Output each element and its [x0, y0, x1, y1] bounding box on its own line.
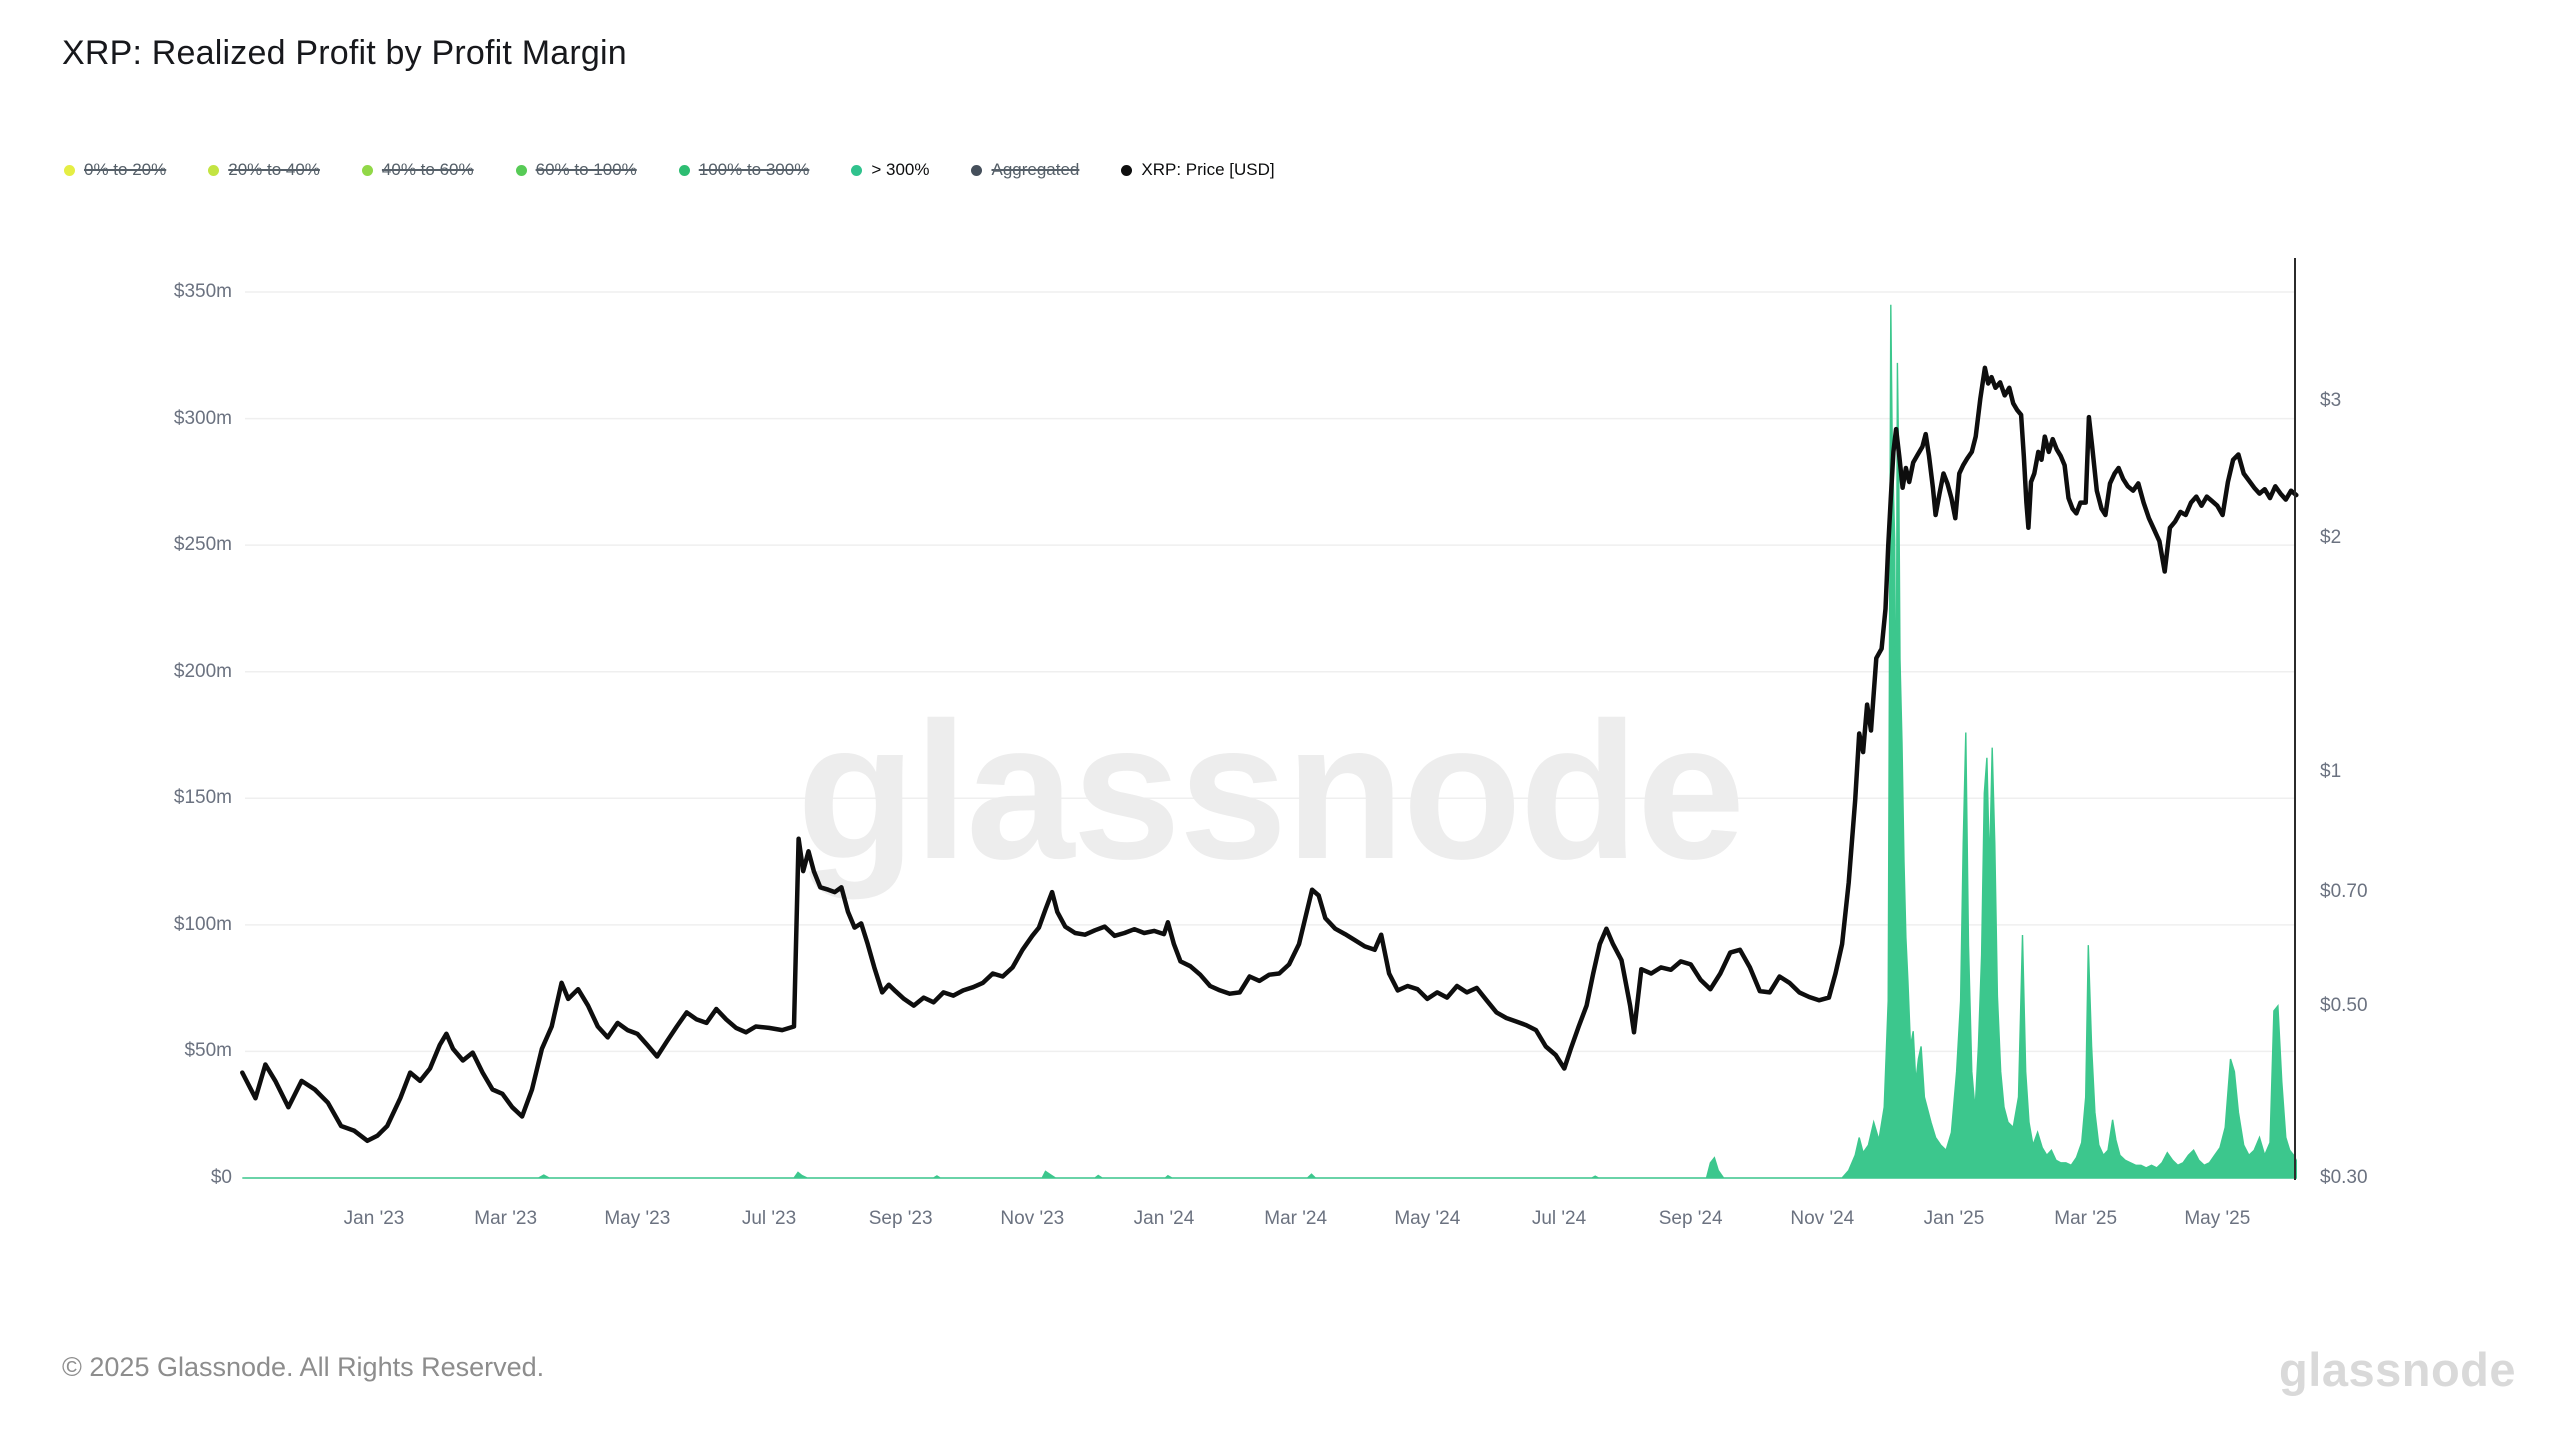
x-axis-tick-label: Jul '24 — [1531, 1208, 1587, 1229]
y-axis-left-tick-label: $300m — [173, 407, 232, 429]
y-axis-right-tick-label: $2 — [2320, 526, 2342, 548]
x-axis-tick-label: Sep '24 — [1658, 1208, 1723, 1229]
legend-item-40-to-60[interactable]: 40% to 60% — [361, 160, 474, 180]
legend-label: 20% to 40% — [228, 160, 320, 179]
legend-swatch-icon — [851, 164, 863, 176]
y-axis-left-tick-label: $150m — [173, 787, 232, 809]
legend-item-300[interactable]: > 300% — [851, 160, 929, 180]
legend-swatch-icon — [208, 164, 220, 176]
y-axis-left-tick-label: $50m — [184, 1040, 232, 1062]
x-axis-tick-label: Sep '23 — [868, 1208, 933, 1229]
legend-label: 60% to 100% — [535, 160, 637, 179]
legend-item-20-to-40[interactable]: 20% to 40% — [208, 160, 320, 180]
x-axis-tick-label: Mar '24 — [1264, 1208, 1328, 1229]
x-axis-tick-label: Jan '23 — [343, 1208, 405, 1229]
x-axis-tick-label: Nov '23 — [1000, 1208, 1065, 1229]
legend-item-60-to-100[interactable]: 60% to 100% — [515, 160, 637, 180]
y-axis-right-tick-label: $0.50 — [2320, 994, 2368, 1016]
y-axis-left-tick-label: $0 — [210, 1167, 232, 1188]
footer-copyright: © 2025 Glassnode. All Rights Reserved. — [62, 1352, 545, 1382]
y-axis-right-tick-label: $3 — [2320, 390, 2342, 411]
legend-swatch-icon — [64, 164, 75, 176]
y-axis-left-tick-label: $250m — [173, 534, 232, 556]
legend-swatch-icon — [515, 164, 527, 176]
legend-item-xrp-price-usd[interactable]: XRP: Price [USD] — [1121, 160, 1275, 180]
legend-swatch-icon — [1121, 164, 1133, 176]
profit-area-series — [242, 304, 2297, 1179]
page-title: XRP: Realized Profit by Profit Margin — [62, 34, 627, 72]
legend-item-100-to-300[interactable]: 100% to 300% — [678, 160, 810, 180]
y-axis-right-tick-label: $0.30 — [2320, 1167, 2368, 1188]
y-axis-right-tick-label: $0.70 — [2320, 881, 2368, 903]
x-axis-tick-label: Jan '24 — [1133, 1208, 1195, 1229]
y-axis-left-tick-label: $350m — [173, 281, 232, 302]
price-line-series — [240, 365, 2299, 1144]
legend-label: 0% to 20% — [84, 160, 167, 179]
legend-label: Aggregated — [991, 160, 1080, 179]
x-axis-tick-label: Mar '23 — [474, 1208, 538, 1229]
legend-label: 100% to 300% — [698, 160, 810, 179]
legend-swatch-icon — [971, 164, 983, 176]
watermark-text: glassnode — [797, 682, 1743, 900]
x-axis-tick-label: May '23 — [604, 1208, 671, 1229]
legend-swatch-icon — [361, 164, 373, 176]
x-axis-tick-label: May '25 — [2184, 1208, 2251, 1229]
x-axis-tick-label: May '24 — [1394, 1208, 1461, 1229]
legend-item-aggregated[interactable]: Aggregated — [971, 160, 1079, 180]
legend-item-0-to-20[interactable]: 0% to 20% — [64, 160, 166, 180]
y-axis-left-tick-label: $200m — [173, 660, 232, 682]
legend-swatch-icon — [678, 164, 690, 176]
x-axis-tick-label: Nov '24 — [1790, 1208, 1855, 1229]
legend-label: 40% to 60% — [381, 160, 474, 179]
y-axis-right-tick-label: $1 — [2320, 760, 2342, 782]
chart-legend: 0% to 20% 20% to 40% 40% to 60% 60% to 100%… — [64, 160, 1275, 180]
x-axis-tick-label: Jul '23 — [741, 1208, 797, 1229]
glassnode-logo: glassnode — [2279, 1343, 2516, 1396]
x-axis-tick-label: Jan '25 — [1923, 1208, 1985, 1229]
y-axis-left-tick-label: $100m — [173, 913, 232, 935]
legend-label: XRP: Price [USD] — [1141, 160, 1275, 179]
x-axis-tick-label: Mar '25 — [2054, 1208, 2118, 1229]
legend-label: > 300% — [871, 160, 930, 179]
